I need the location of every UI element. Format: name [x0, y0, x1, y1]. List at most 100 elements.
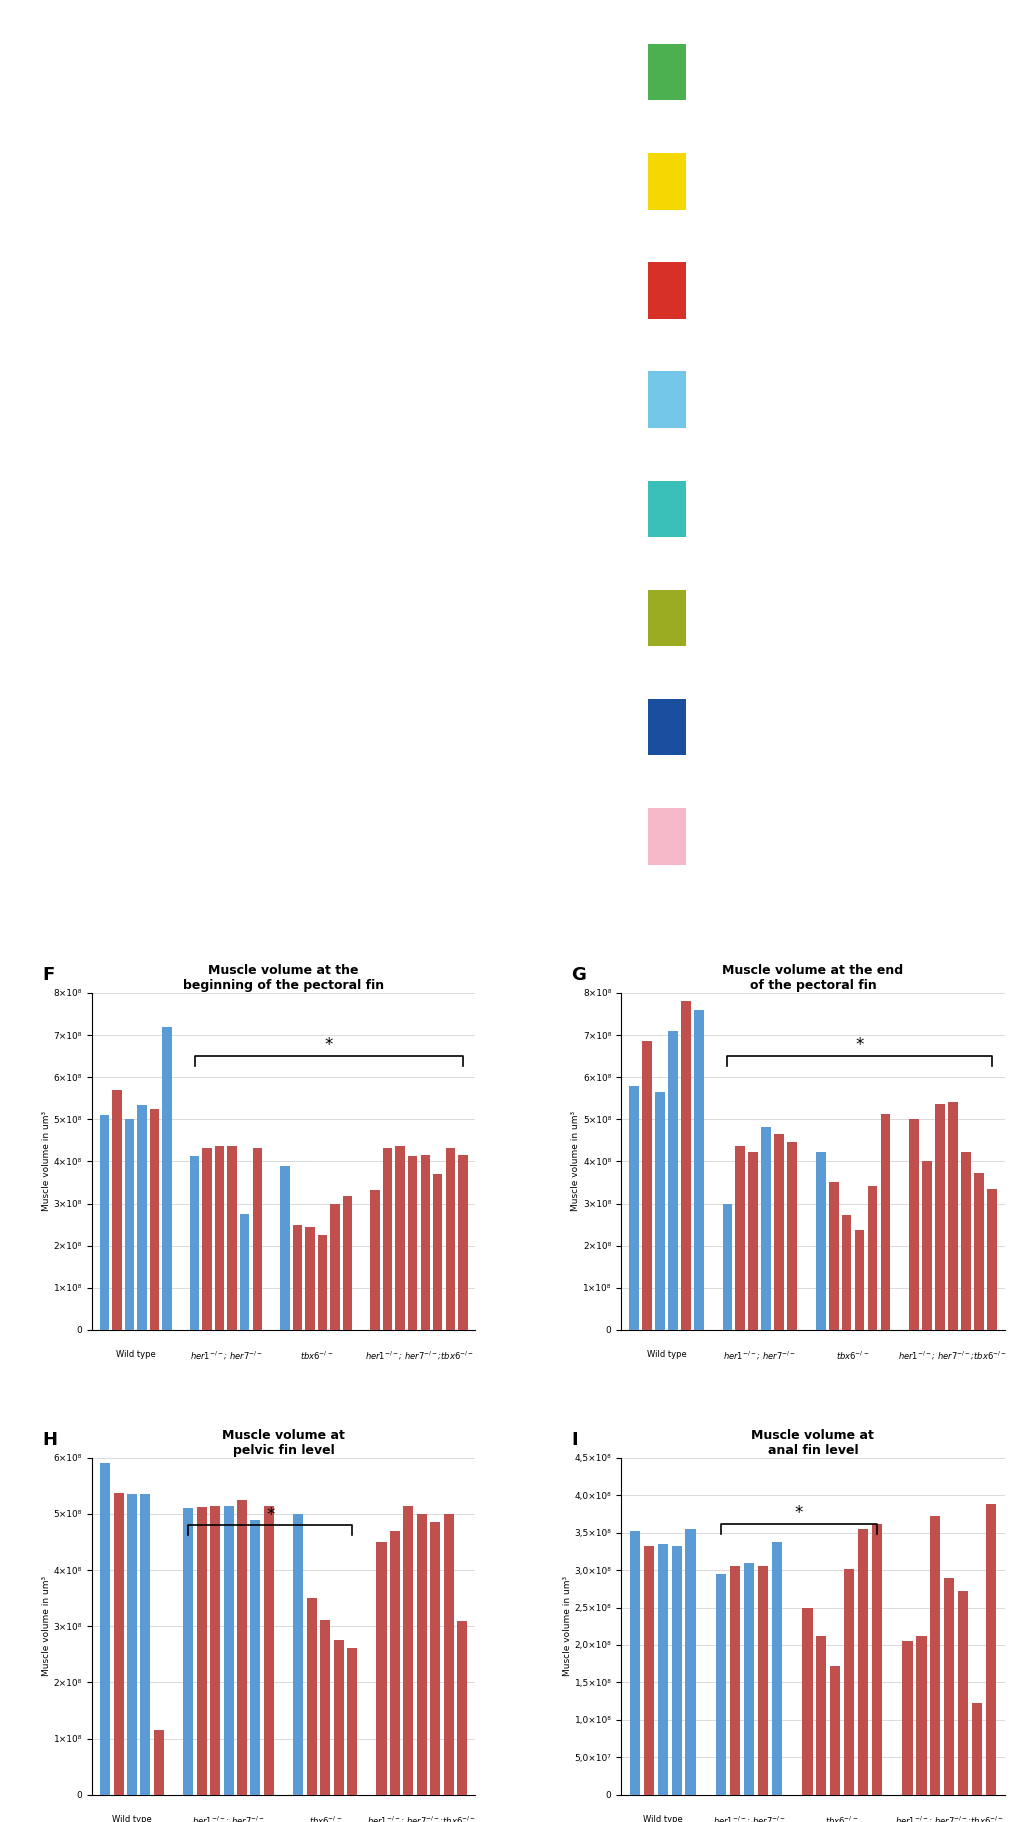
Bar [138, 1104, 147, 1330]
Bar [346, 1647, 357, 1795]
Bar [389, 1530, 399, 1795]
Text: D: D [20, 638, 36, 656]
Bar [787, 1142, 796, 1330]
Bar [773, 1133, 784, 1330]
Text: I: I [571, 1430, 578, 1448]
Text: Wild type: Wild type [646, 1350, 686, 1359]
Bar [330, 1204, 339, 1330]
Bar [685, 1529, 695, 1795]
Title: Muscle volume at
pelvic fin level: Muscle volume at pelvic fin level [222, 1428, 344, 1456]
Bar [458, 1155, 467, 1330]
Text: $her1^{-/-}$; $her7^{-/-}$;$tbx6^{-/-}$: $her1^{-/-}$; $her7^{-/-}$;$tbx6^{-/-}$ [367, 1815, 476, 1822]
Bar [843, 1569, 854, 1795]
Text: Beginning of pectoral fin;
left hemisphere.: Beginning of pectoral fin; left hemisphe… [698, 62, 800, 82]
Text: Wild type: Wild type [642, 1815, 682, 1822]
Bar [293, 1514, 303, 1795]
Bar [629, 1530, 640, 1795]
Bar [748, 1152, 757, 1330]
Text: $tbx6^{-/-}$: $tbx6^{-/-}$ [836, 1350, 869, 1363]
Bar [960, 1152, 970, 1330]
Bar [124, 1119, 133, 1330]
Text: *: * [794, 1503, 802, 1521]
Y-axis label: Muscle volume in um³: Muscle volume in um³ [42, 1576, 51, 1676]
FancyBboxPatch shape [647, 153, 686, 210]
Bar [210, 1505, 220, 1795]
Bar [947, 1102, 957, 1330]
FancyBboxPatch shape [647, 372, 686, 428]
Y-axis label: Muscle volume in um³: Muscle volume in um³ [571, 1111, 580, 1212]
Y-axis label: Muscle volume in um³: Muscle volume in um³ [42, 1111, 51, 1212]
Bar [715, 1574, 726, 1795]
Bar [730, 1567, 740, 1795]
Text: Wild type: Wild type [112, 1815, 152, 1822]
Bar [760, 1126, 770, 1330]
FancyBboxPatch shape [647, 700, 686, 756]
Text: Anal fin;
left hemisphere.: Anal fin; left hemisphere. [698, 718, 764, 736]
Bar [215, 1146, 224, 1330]
Bar [430, 1523, 440, 1795]
Bar [642, 1042, 651, 1330]
Bar [445, 1148, 454, 1330]
Bar [929, 1516, 940, 1795]
Text: Anal fin;
right hemisphere.: Anal fin; right hemisphere. [698, 827, 769, 845]
Bar [815, 1636, 825, 1795]
Bar [957, 1591, 967, 1795]
Bar [420, 1155, 430, 1330]
Bar [253, 1148, 262, 1330]
Bar [162, 1026, 171, 1330]
Bar [395, 1146, 405, 1330]
Bar [382, 1148, 392, 1330]
Bar [743, 1563, 753, 1795]
Text: A: A [20, 29, 35, 47]
Bar [867, 1186, 876, 1330]
Bar [643, 1547, 653, 1795]
Bar [141, 1494, 151, 1795]
Bar [227, 1146, 236, 1330]
Bar [154, 1731, 164, 1795]
Text: H: H [42, 1430, 57, 1448]
Text: C: C [20, 439, 34, 457]
Bar [127, 1494, 137, 1795]
Bar [280, 1166, 289, 1330]
FancyBboxPatch shape [647, 590, 686, 647]
Bar [984, 1505, 995, 1795]
Bar [370, 1190, 379, 1330]
Bar [100, 1115, 109, 1330]
Text: Posterior: Posterior [158, 798, 210, 811]
Bar [934, 1104, 944, 1330]
Bar [292, 1224, 302, 1330]
Bar [307, 1598, 317, 1795]
Bar [829, 1665, 840, 1795]
Bar [250, 1520, 260, 1795]
Bar [113, 1492, 123, 1795]
Bar [841, 1215, 851, 1330]
Bar [828, 1182, 838, 1330]
Bar [986, 1188, 996, 1330]
Bar [757, 1567, 767, 1795]
Bar [457, 1620, 467, 1795]
Text: $tbx6^{-/-}$: $tbx6^{-/-}$ [824, 1815, 858, 1822]
Text: Wild type: Wild type [116, 1350, 155, 1359]
Text: $tbx6^{-/-}$: $tbx6^{-/-}$ [308, 1815, 341, 1822]
Bar [183, 1509, 194, 1795]
Text: Pelvic fin;
left hemisphere.: Pelvic fin; left hemisphere. [698, 499, 764, 519]
Bar [671, 1547, 682, 1795]
Y-axis label: Muscle volume in um³: Muscle volume in um³ [562, 1576, 572, 1676]
Bar [721, 1204, 732, 1330]
Text: *: * [266, 1505, 274, 1523]
Title: Muscle volume at
anal fin level: Muscle volume at anal fin level [751, 1428, 873, 1456]
Bar [654, 1091, 664, 1330]
Text: $tbx6^{-/-}$: $tbx6^{-/-}$ [300, 1350, 332, 1363]
Text: *: * [324, 1037, 332, 1055]
Bar [943, 1578, 954, 1795]
Bar [801, 1607, 812, 1795]
Bar [197, 1507, 207, 1795]
Text: $her1^{-/-}$; $her7^{-/-}$: $her1^{-/-}$; $her7^{-/-}$ [722, 1350, 796, 1363]
Bar [921, 1161, 931, 1330]
Bar [239, 1213, 250, 1330]
Bar [443, 1514, 453, 1795]
Text: F: F [42, 966, 54, 984]
Bar [320, 1620, 330, 1795]
Bar [667, 1031, 678, 1330]
Bar [403, 1505, 413, 1795]
